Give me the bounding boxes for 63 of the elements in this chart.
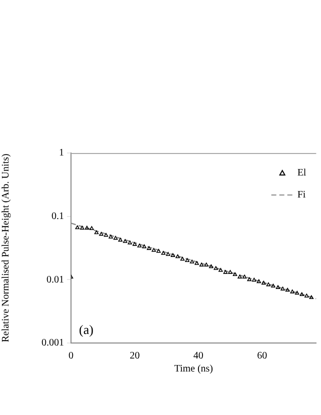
point	[304, 294, 309, 298]
point	[84, 226, 90, 230]
y-tick-label: 0.01	[46, 274, 64, 286]
point	[242, 274, 247, 278]
point	[309, 295, 314, 300]
point	[90, 226, 94, 230]
x-tick-label: 0	[68, 350, 74, 362]
point	[170, 253, 176, 257]
point	[214, 266, 218, 270]
point	[294, 290, 300, 295]
x-tick-label: 60	[257, 350, 268, 362]
point	[176, 254, 180, 258]
point	[185, 258, 190, 262]
point	[80, 226, 84, 230]
point	[156, 248, 161, 253]
point	[223, 270, 228, 274]
point	[280, 286, 285, 290]
point	[166, 252, 170, 256]
point	[194, 261, 199, 265]
legend-label: Fi	[297, 190, 306, 201]
point	[300, 292, 304, 296]
point	[256, 279, 262, 284]
point	[285, 288, 290, 292]
point	[276, 285, 280, 289]
point	[232, 272, 238, 276]
legend-label: El	[297, 168, 306, 179]
point	[161, 250, 166, 255]
point	[108, 234, 113, 238]
point	[104, 233, 108, 237]
point	[218, 268, 223, 272]
point	[180, 256, 185, 261]
point	[152, 248, 156, 252]
point	[190, 260, 194, 264]
y-tick-label: 0.1	[52, 210, 64, 222]
point	[252, 278, 256, 282]
point	[262, 280, 266, 285]
point	[266, 282, 271, 286]
point	[208, 264, 214, 268]
x-tick-label: 40	[193, 350, 204, 362]
point	[142, 244, 146, 248]
point	[118, 238, 122, 242]
y-tick-label: 1	[59, 148, 64, 159]
point	[137, 244, 142, 248]
point	[247, 277, 252, 282]
x-tick-label: 20	[130, 350, 140, 362]
y-tick-label: 0.001	[42, 338, 64, 349]
point	[99, 232, 104, 236]
x-axis-title: Time (ns)	[174, 364, 214, 375]
point	[94, 230, 99, 234]
point	[228, 270, 232, 274]
point	[123, 239, 128, 243]
annotation: (a)	[79, 322, 94, 337]
point	[204, 262, 208, 266]
point	[146, 246, 152, 250]
point	[290, 290, 294, 294]
point	[132, 242, 137, 246]
point	[199, 262, 204, 266]
y-axis-title: Relative Normalised Pulse-Height (Arb. Units)	[0, 154, 12, 342]
point	[113, 236, 118, 240]
point	[271, 284, 276, 288]
point	[128, 240, 132, 244]
point	[238, 274, 242, 278]
point	[75, 225, 80, 230]
